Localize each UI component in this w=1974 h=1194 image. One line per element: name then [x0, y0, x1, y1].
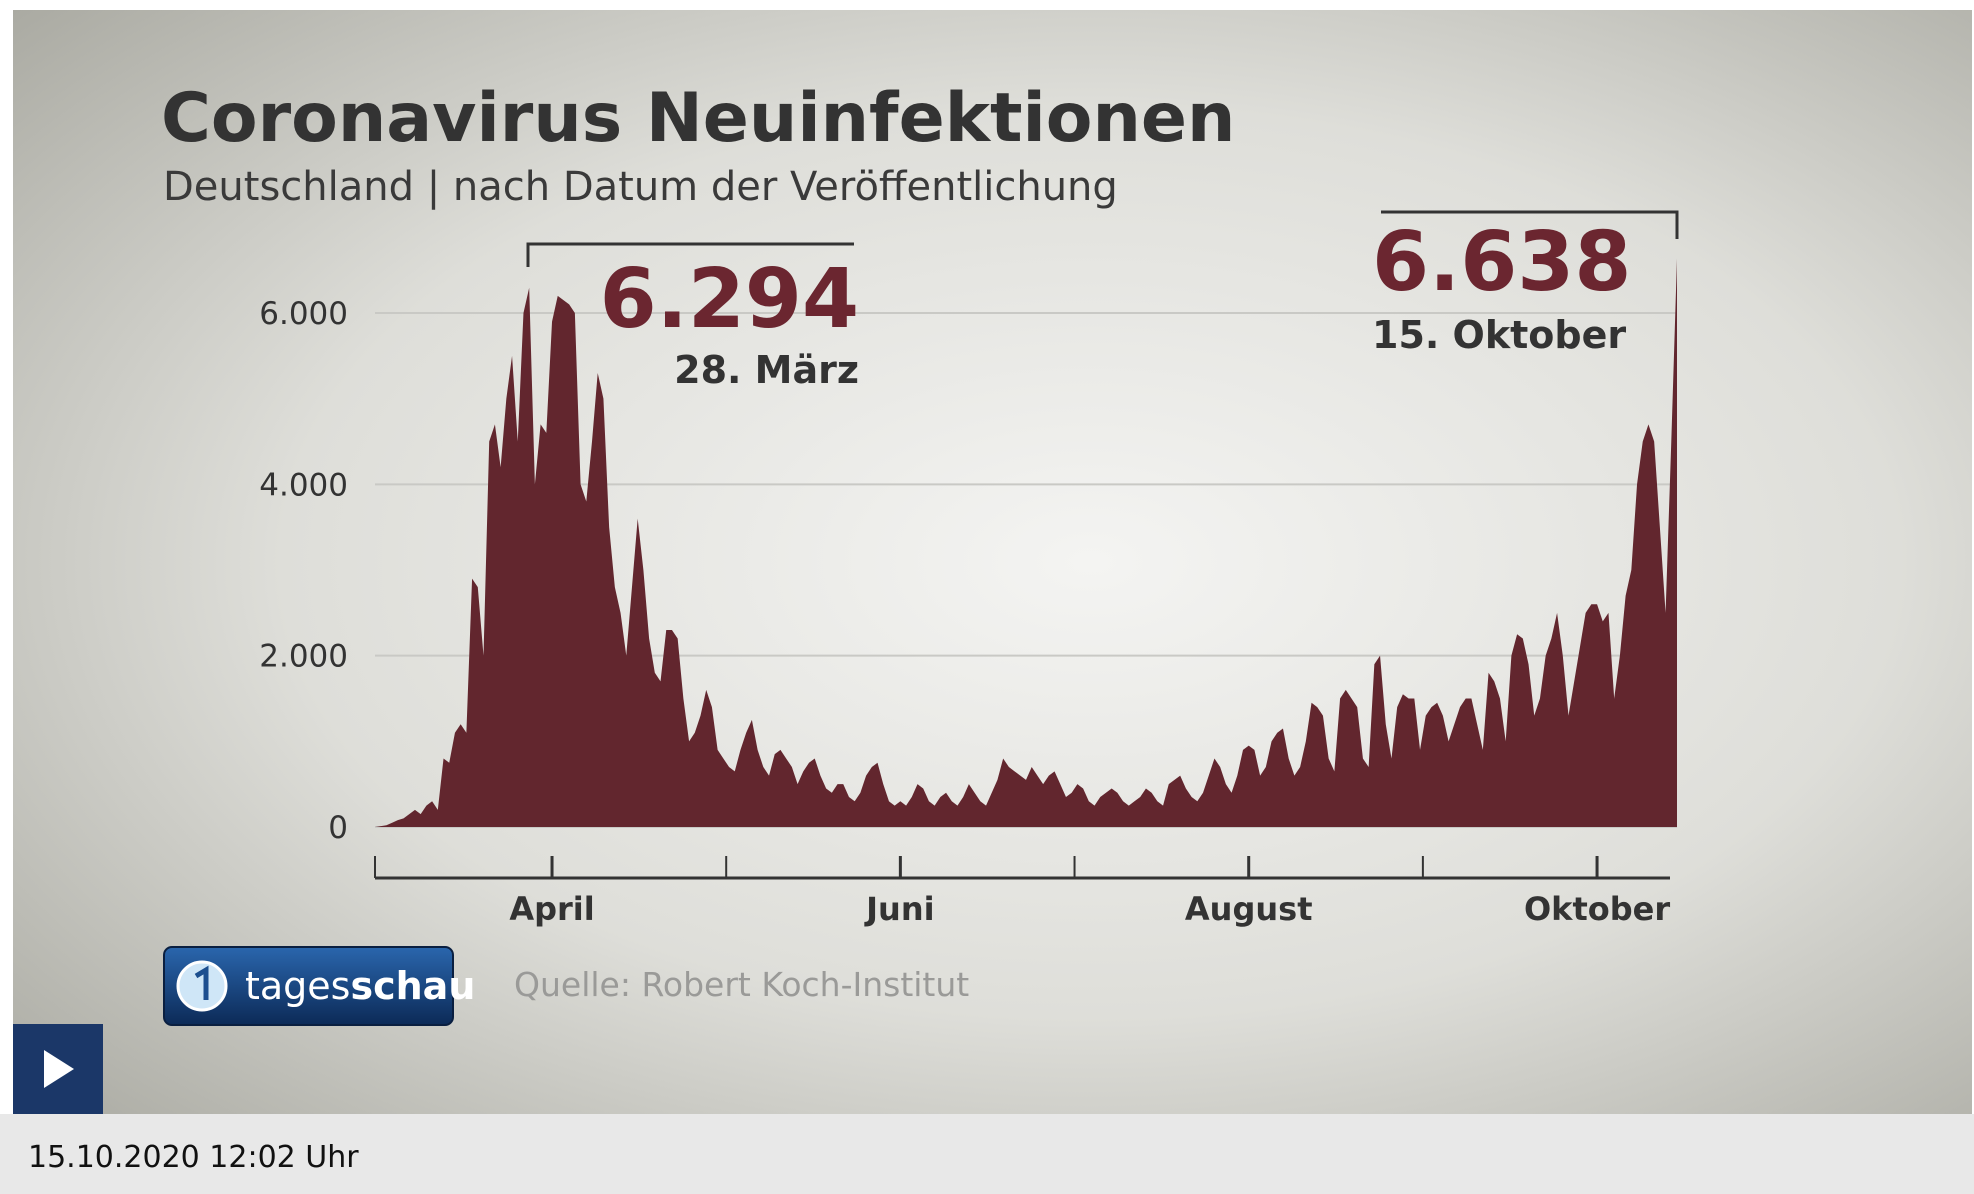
bracket: [1381, 210, 1679, 239]
logo-icon-one: [194, 965, 209, 1000]
y-tick-label: 6.000: [259, 296, 348, 332]
y-tick-label: 2.000: [259, 639, 348, 675]
source: Quelle: Robert Koch-Institut: [514, 965, 969, 1004]
x-tick-label: April: [509, 890, 594, 928]
x-tick-label: August: [1185, 890, 1313, 928]
chart-title: Coronavirus Neuinfektionen: [161, 79, 1235, 158]
logo-text: tagesschau: [245, 964, 475, 1008]
bracket: [526, 242, 854, 267]
x-tick-label: Oktober: [1524, 890, 1670, 928]
play-icon: [44, 1050, 74, 1088]
x-tick-label: Juni: [864, 890, 934, 928]
area: [375, 258, 1677, 828]
annotation-date: 28. März: [674, 348, 859, 392]
annotation-date: 15. Oktober: [1372, 313, 1626, 357]
plot: 0 2.000 4.000 6.000 April Juni August Oktober: [259, 258, 1677, 928]
timestamp: 15.10.2020 12:02 Uhr: [28, 1140, 359, 1175]
y-tick-label: 0: [328, 810, 348, 846]
logo-part: tages: [245, 964, 350, 1008]
logo-part: schau: [350, 964, 475, 1008]
chart-subtitle: Deutschland | nach Datum der Veröffentli…: [163, 164, 1118, 210]
annotation-value: 6.294: [600, 252, 859, 347]
logo-box: [163, 946, 454, 1026]
logo-icon: [176, 960, 228, 1012]
info-bar: [0, 1114, 1974, 1194]
video-frame: Coronavirus Neuinfektionen Deutschland |…: [13, 10, 1972, 1114]
y-tick-label: 4.000: [259, 467, 348, 503]
annotation-value: 6.638: [1372, 215, 1631, 310]
